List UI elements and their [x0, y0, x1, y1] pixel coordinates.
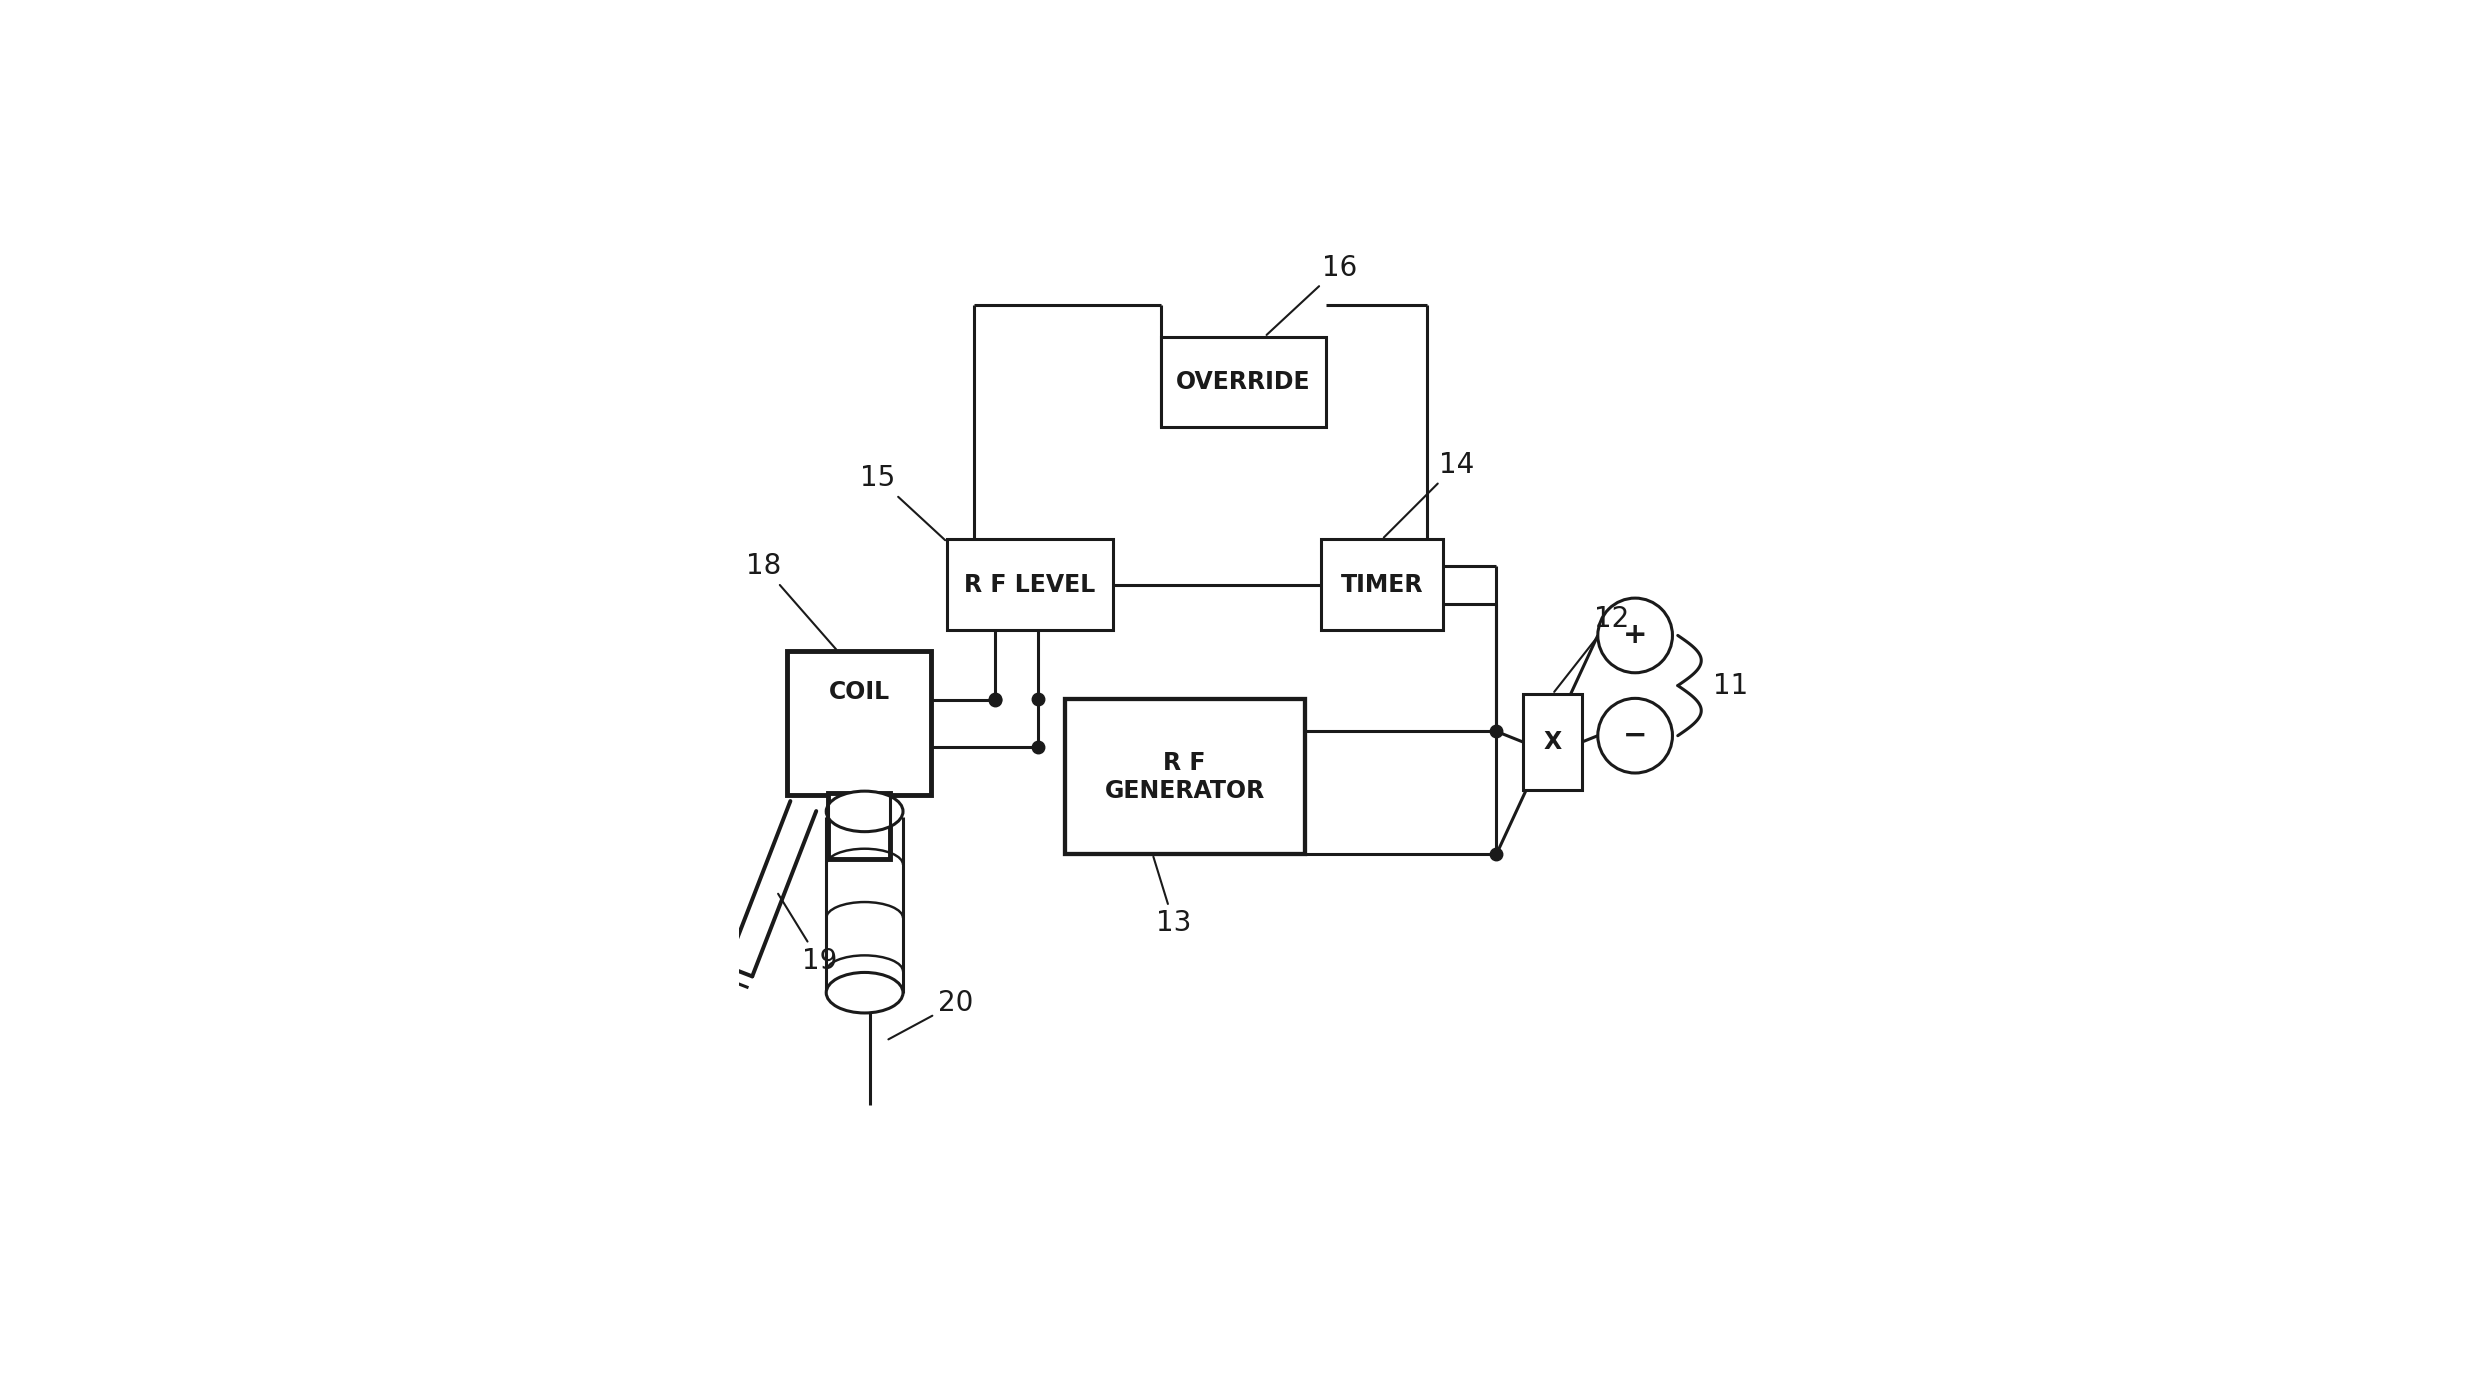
Text: 12: 12 — [1554, 605, 1629, 692]
Text: 14: 14 — [1383, 450, 1475, 537]
Bar — [1321, 540, 1443, 630]
Bar — [787, 651, 931, 795]
Text: X: X — [1544, 730, 1562, 753]
Text: +: + — [1624, 622, 1646, 650]
Text: 16: 16 — [1266, 253, 1356, 335]
Bar — [1065, 699, 1304, 855]
Bar — [949, 540, 1112, 630]
Text: 19: 19 — [777, 893, 837, 975]
Text: −: − — [1624, 722, 1646, 749]
Text: 13: 13 — [1155, 857, 1192, 938]
Text: 20: 20 — [889, 989, 973, 1039]
Ellipse shape — [827, 791, 904, 831]
Text: 11: 11 — [1713, 672, 1748, 699]
Ellipse shape — [827, 972, 904, 1012]
Text: 15: 15 — [859, 464, 946, 540]
Text: OVERRIDE: OVERRIDE — [1177, 370, 1311, 395]
Circle shape — [1597, 598, 1674, 673]
Text: 18: 18 — [745, 553, 837, 650]
Text: COIL: COIL — [829, 680, 889, 704]
Text: TIMER: TIMER — [1341, 573, 1423, 597]
Bar — [1522, 694, 1582, 789]
Bar — [1160, 337, 1326, 428]
Bar — [829, 794, 891, 859]
Circle shape — [1597, 698, 1674, 773]
Text: R F LEVEL: R F LEVEL — [963, 573, 1095, 597]
Text: R F
GENERATOR: R F GENERATOR — [1105, 751, 1264, 803]
